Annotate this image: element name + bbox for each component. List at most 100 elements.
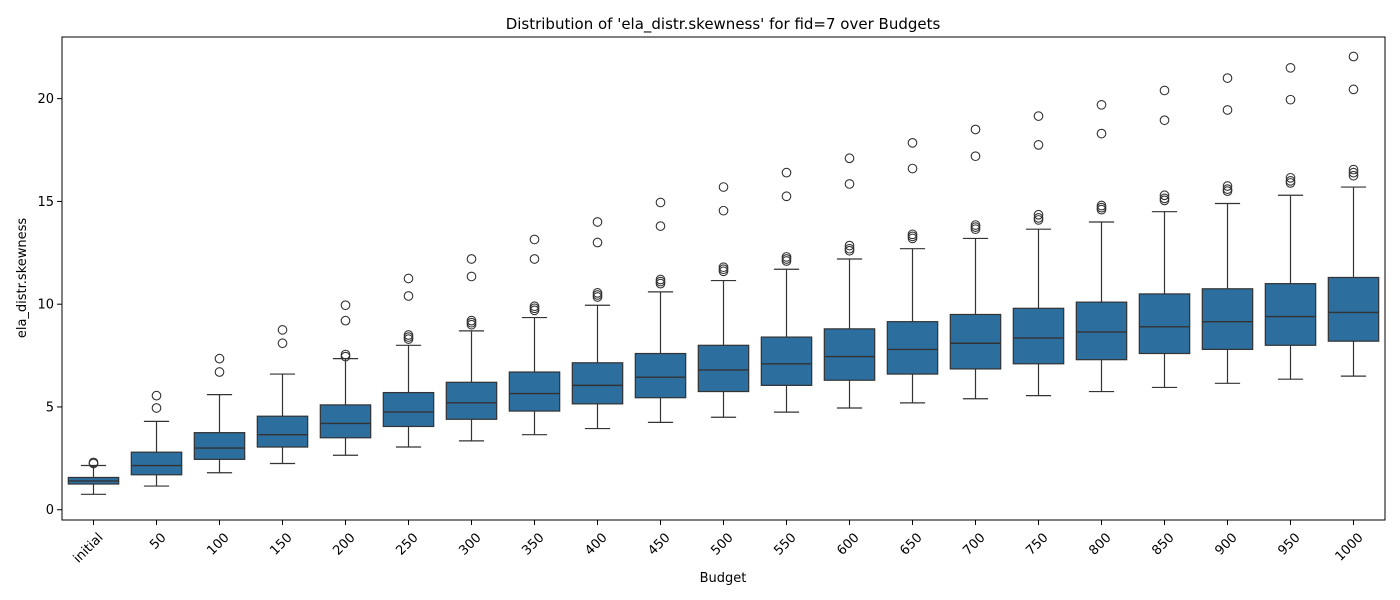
outlier-point: [970, 151, 981, 162]
outlier-point: [1033, 111, 1044, 121]
x-tick-label: 700: [960, 530, 988, 558]
outlier-point: [1222, 73, 1233, 83]
outlier-point: [277, 325, 288, 335]
outlier-point: [403, 330, 414, 340]
outlier-point: [970, 222, 981, 232]
outlier-point: [151, 403, 162, 413]
outlier-point: [340, 349, 351, 360]
outlier-point: [403, 273, 414, 284]
outlier-point: [1348, 170, 1359, 181]
outlier-point: [907, 137, 918, 148]
outlier-point: [1348, 51, 1359, 62]
outlier-point: [718, 205, 729, 216]
box-250: [382, 273, 435, 448]
box-900: [1201, 73, 1254, 384]
box-iqr: [130, 451, 183, 476]
box-800: [1075, 99, 1128, 393]
x-tick-label: 850: [1149, 530, 1177, 558]
outlier-point: [151, 390, 162, 401]
box-initial: [67, 457, 120, 495]
box-iqr: [1075, 301, 1128, 361]
outlier-point: [970, 124, 981, 135]
outlier-point: [781, 167, 792, 178]
outlier-point: [718, 182, 729, 192]
outlier-point: [592, 288, 603, 298]
outlier-point: [277, 338, 288, 349]
outlier-point: [529, 254, 540, 264]
outlier-point: [1348, 167, 1359, 178]
outlier-point: [1033, 213, 1044, 223]
outlier-point: [1285, 172, 1296, 183]
outlier-point: [1222, 181, 1233, 191]
x-tick-label: 150: [267, 530, 295, 558]
outlier-point: [718, 264, 729, 275]
box-iqr: [1138, 293, 1191, 355]
outlier-point: [214, 353, 225, 364]
box-iqr: [1327, 276, 1380, 342]
outlier-point: [1159, 195, 1170, 206]
box-650: [886, 137, 939, 404]
x-tick-label: 900: [1212, 530, 1240, 558]
outlier-point: [1159, 193, 1170, 204]
outlier-point: [844, 240, 855, 251]
outlier-point: [1348, 84, 1359, 95]
box-550: [760, 167, 813, 413]
y-tick-label: 20: [37, 92, 54, 107]
box-iqr: [1264, 283, 1317, 346]
box-500: [697, 182, 750, 418]
chart-title: Distribution of 'ela_distr.skewness' for…: [506, 15, 941, 34]
box-iqr: [886, 321, 939, 375]
box-850: [1138, 85, 1191, 389]
outlier-point: [781, 252, 792, 262]
x-tick-label: 750: [1023, 530, 1051, 558]
x-tick-label: 50: [147, 530, 169, 552]
box-iqr: [319, 404, 372, 439]
outlier-point: [214, 367, 225, 377]
outlier-point: [1159, 190, 1170, 201]
box-450: [634, 197, 687, 423]
outlier-point: [1033, 209, 1044, 220]
box-750: [1012, 111, 1065, 397]
outlier-point: [592, 290, 603, 300]
box-150: [256, 325, 309, 465]
x-tick-label: 300: [456, 530, 484, 558]
outlier-point: [529, 301, 540, 312]
x-tick-label: 250: [393, 530, 421, 558]
outlier-point: [403, 291, 414, 301]
outlier-point: [1285, 62, 1296, 73]
outlier-point: [655, 221, 666, 231]
outlier-point: [592, 237, 603, 248]
box-200: [319, 300, 372, 456]
outlier-point: [1096, 202, 1107, 213]
box-600: [823, 153, 876, 409]
plot-frame: [61, 36, 1386, 521]
outlier-point: [88, 457, 99, 468]
box-1000: [1327, 51, 1380, 377]
outlier-point: [907, 229, 918, 240]
x-tick-label: 800: [1086, 530, 1114, 558]
outlier-point: [340, 300, 351, 311]
outlier-point: [1222, 105, 1233, 115]
box-iqr: [1012, 307, 1065, 365]
outlier-point: [466, 315, 477, 326]
outlier-point: [655, 276, 666, 287]
outlier-point: [844, 243, 855, 254]
y-tick-label: 10: [37, 298, 54, 313]
x-tick-label: 100: [204, 530, 232, 558]
box-iqr: [823, 328, 876, 381]
x-tick-label: 650: [897, 530, 925, 558]
outlier-point: [466, 317, 477, 328]
x-tick-label: 450: [645, 530, 673, 558]
outlier-point: [1285, 178, 1296, 188]
outlier-point: [907, 231, 918, 242]
outlier-point: [1033, 140, 1044, 150]
box-300: [445, 254, 498, 442]
x-tick-label: 400: [582, 530, 610, 558]
x-tick-label: 550: [771, 530, 799, 558]
outlier-point: [1096, 99, 1107, 110]
y-axis-label: ela_distr.skewness: [15, 218, 30, 339]
outlier-point: [1096, 128, 1107, 139]
box-350: [508, 234, 561, 436]
outlier-point: [907, 163, 918, 174]
